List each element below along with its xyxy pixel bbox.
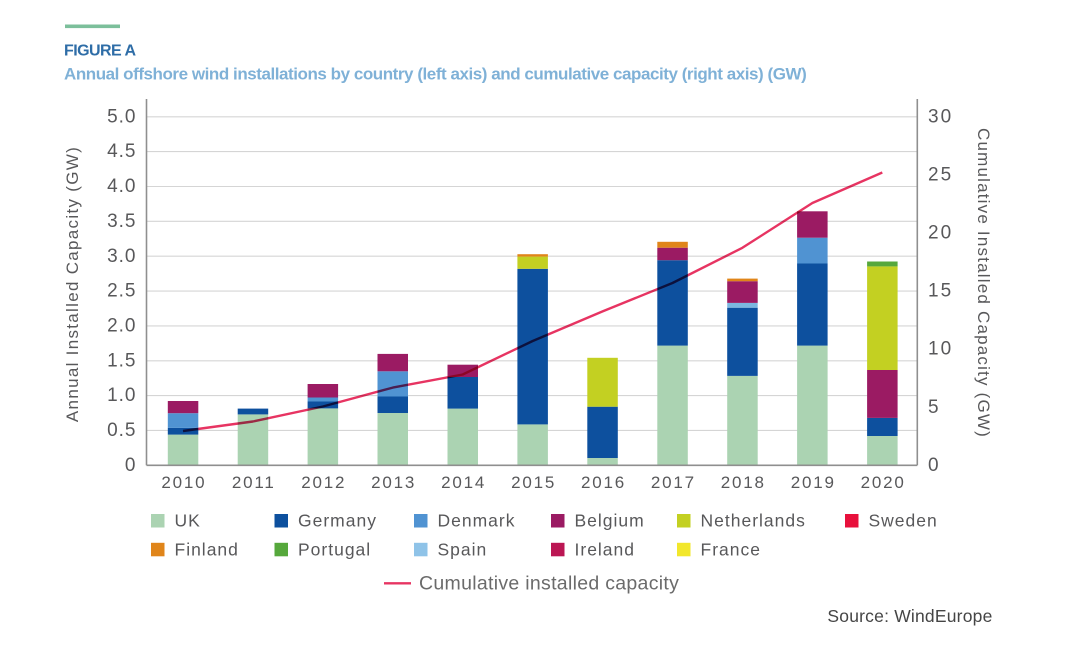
svg-text:Spain: Spain [438, 539, 488, 559]
svg-text:Source: WindEurope: Source: WindEurope [827, 606, 992, 626]
svg-text:2.0: 2.0 [107, 316, 136, 337]
svg-text:Denmark: Denmark [438, 511, 516, 531]
svg-text:5: 5 [928, 397, 941, 418]
svg-text:3.5: 3.5 [107, 211, 136, 232]
svg-text:20: 20 [928, 223, 953, 244]
svg-text:0.5: 0.5 [107, 420, 136, 441]
svg-text:25: 25 [928, 165, 953, 186]
svg-text:2013: 2013 [371, 473, 416, 492]
svg-text:Netherlands: Netherlands [701, 511, 806, 531]
svg-text:2011: 2011 [232, 473, 276, 492]
svg-text:Annual Installed Capacity (GW): Annual Installed Capacity (GW) [63, 146, 82, 422]
svg-text:10: 10 [928, 339, 953, 360]
svg-text:Cumulative Installed Capacity: Cumulative Installed Capacity (GW) [974, 128, 993, 438]
svg-text:4.0: 4.0 [107, 176, 136, 197]
svg-text:Finland: Finland [175, 539, 239, 559]
svg-text:Cumulative installed capacity: Cumulative installed capacity [419, 573, 679, 595]
svg-text:30: 30 [928, 106, 953, 127]
svg-text:1.5: 1.5 [107, 350, 136, 371]
svg-text:2012: 2012 [301, 473, 346, 492]
svg-text:3.0: 3.0 [107, 246, 136, 267]
svg-text:0: 0 [125, 455, 137, 476]
svg-text:2015: 2015 [511, 473, 556, 492]
svg-text:0: 0 [928, 455, 941, 476]
svg-text:2014: 2014 [441, 473, 486, 492]
svg-text:4.5: 4.5 [107, 141, 136, 162]
svg-text:2019: 2019 [791, 473, 836, 492]
svg-text:1.0: 1.0 [107, 385, 136, 406]
svg-text:5.0: 5.0 [107, 106, 136, 127]
svg-text:2016: 2016 [581, 473, 626, 492]
svg-text:15: 15 [928, 281, 953, 302]
svg-text:Portugal: Portugal [298, 539, 371, 559]
svg-text:Annual offshore wind installat: Annual offshore wind installations by co… [64, 65, 806, 84]
svg-text:France: France [701, 539, 761, 559]
svg-text:2018: 2018 [721, 473, 766, 492]
svg-text:UK: UK [175, 511, 201, 531]
svg-text:Belgium: Belgium [575, 511, 645, 531]
svg-text:2017: 2017 [651, 473, 696, 492]
svg-text:2020: 2020 [861, 473, 906, 492]
svg-text:Ireland: Ireland [575, 539, 636, 559]
svg-text:FIGURE A: FIGURE A [64, 43, 136, 60]
svg-text:Germany: Germany [298, 511, 377, 531]
svg-text:2.5: 2.5 [107, 281, 136, 302]
svg-text:Sweden: Sweden [869, 511, 938, 531]
svg-text:2010: 2010 [161, 473, 206, 492]
